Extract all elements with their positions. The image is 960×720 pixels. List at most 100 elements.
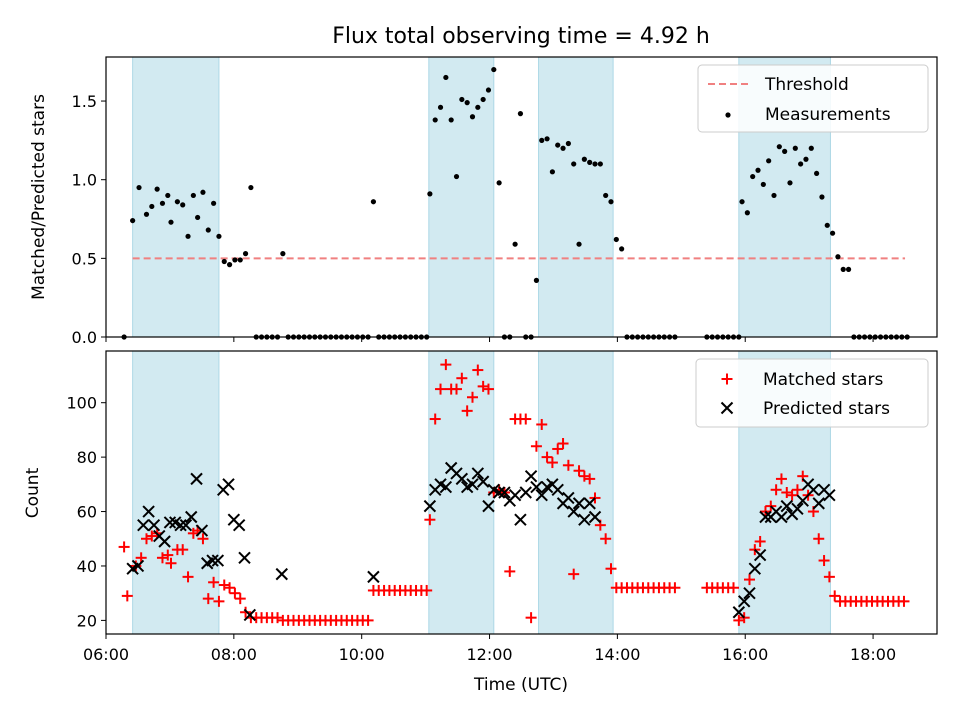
predicted-star-marker [508, 489, 522, 502]
predicted-star-marker [498, 486, 511, 499]
measurement-point [739, 199, 745, 205]
measurement-point [555, 142, 561, 148]
predicted-star-marker [572, 497, 586, 510]
predicted-star-marker [807, 483, 820, 496]
matched-star-marker [568, 568, 580, 580]
measurement-point [130, 217, 136, 224]
measurement-point [829, 230, 836, 236]
matched-star-marker [818, 555, 830, 567]
measurement-point [792, 145, 798, 151]
measurement-point [808, 145, 814, 151]
matched-star-marker [754, 535, 766, 547]
matched-star-marker [546, 457, 558, 469]
predicted-star-marker [206, 554, 219, 567]
x-tick-label: 06:00 [83, 645, 129, 664]
matched-star-marker [829, 590, 841, 602]
measurement-point [232, 257, 238, 263]
matched-star-marker [786, 489, 798, 501]
predicted-star-marker [137, 518, 150, 532]
measurement-point [143, 211, 150, 217]
predicted-star-marker [775, 510, 788, 524]
measurement-point [432, 117, 438, 123]
measurement-point [211, 200, 217, 206]
measurement-point [592, 161, 598, 167]
measurement-point [840, 266, 846, 272]
measurement-point [485, 87, 492, 93]
matched-star-marker [605, 563, 617, 575]
legend-measurement-swatch [725, 112, 731, 118]
matched-star-marker [118, 541, 130, 553]
matched-star-marker [165, 557, 177, 569]
predicted-star-marker [823, 489, 836, 502]
predicted-star-marker [174, 518, 187, 532]
predicted-star-marker [147, 518, 161, 532]
measurement-point [180, 202, 186, 208]
bottom-legend: Matched stars Predicted stars [695, 358, 929, 428]
matched-star-marker [770, 484, 782, 496]
x-tick-label: 14:00 [594, 645, 640, 664]
matched-star-marker [202, 593, 214, 605]
predicted-star-marker [195, 524, 209, 537]
predicted-star-marker [748, 562, 762, 575]
measurement-point [539, 137, 545, 143]
measurement-point [760, 181, 766, 188]
matched-star-marker [823, 571, 835, 583]
measurement-point [824, 222, 830, 228]
measurement-point [787, 180, 793, 186]
y-tick-label: 100 [66, 394, 97, 413]
x-tick-label: 12:00 [466, 645, 512, 664]
predicted-star-marker [211, 554, 225, 567]
matched-star-marker [440, 359, 452, 371]
matched-star-marker [162, 549, 174, 561]
matched-star-marker [224, 582, 236, 594]
measurement-point [533, 277, 540, 283]
predicted-star-marker [743, 586, 756, 600]
measurement-point [459, 96, 465, 103]
predicted-star-markers [126, 461, 836, 622]
matched-star-marker [504, 565, 516, 577]
predicted-star-marker [243, 608, 257, 622]
matched-star-marker [421, 584, 433, 596]
predicted-star-marker [514, 513, 527, 526]
matched-star-marker [520, 413, 532, 425]
measurement-point [755, 167, 761, 173]
y-tick-label: 80 [77, 448, 97, 467]
matched-star-marker [424, 514, 436, 526]
predicted-star-marker [222, 478, 235, 491]
measurement-point [819, 194, 825, 200]
predicted-star-marker [238, 551, 251, 565]
shaded-interval [132, 350, 220, 635]
matched-star-marker [456, 372, 468, 384]
matched-star-markers [118, 359, 910, 626]
predicted-star-marker [367, 570, 380, 584]
measurement-point [154, 186, 160, 192]
matched-star-marker [562, 459, 574, 471]
shaded-interval [132, 56, 220, 338]
legend-predicted-label: Predicted stars [763, 399, 890, 419]
measurement-point [464, 100, 470, 106]
predicted-star-marker [185, 510, 198, 524]
shaded-interval [538, 350, 614, 635]
matched-star-marker [898, 595, 910, 607]
predicted-star-marker [439, 480, 453, 494]
measurement-point [544, 136, 550, 142]
shaded-interval [538, 56, 614, 338]
top-panel: 0.0 0.5 1.0 1.5 Matched/Predicted stars Thr… [29, 56, 938, 347]
x-tick-label: 18:00 [850, 645, 896, 664]
predicted-star-marker [232, 518, 246, 532]
matched-star-marker [234, 593, 246, 605]
matched-star-marker [121, 590, 133, 602]
measurement-point [216, 233, 222, 239]
measurement-point [565, 140, 571, 147]
matched-star-marker [552, 443, 564, 455]
matched-star-marker [557, 438, 569, 450]
matched-star-marker [669, 582, 681, 594]
y-tick-label: 40 [77, 557, 97, 576]
measurement-point [453, 173, 460, 180]
matched-star-marker [466, 391, 478, 403]
predicted-star-marker [179, 518, 193, 532]
measurement-point [370, 199, 377, 205]
predicted-star-marker [796, 494, 809, 507]
measurement-point [571, 161, 577, 167]
